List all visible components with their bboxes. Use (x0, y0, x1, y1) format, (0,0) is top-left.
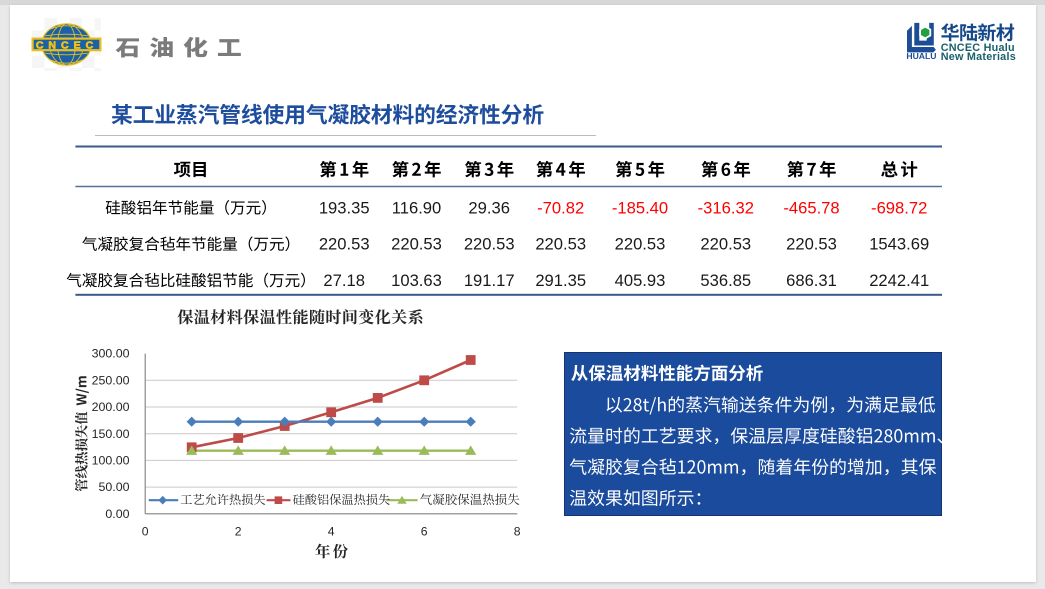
svg-text:291.35: 291.35 (535, 271, 586, 290)
svg-text:220.53: 220.53 (786, 235, 837, 254)
svg-text:0: 0 (142, 525, 149, 539)
svg-text:300.00: 300.00 (92, 347, 130, 361)
svg-text:-185.40: -185.40 (612, 198, 668, 217)
svg-text:CNCEC Hualu: CNCEC Hualu (941, 42, 1015, 54)
svg-text:200.00: 200.00 (92, 400, 130, 414)
svg-text:536.85: 536.85 (700, 271, 751, 290)
svg-text:250.00: 250.00 (92, 373, 130, 387)
svg-text:HUALU: HUALU (906, 51, 936, 61)
svg-text:405.93: 405.93 (615, 271, 666, 290)
svg-text:2242.41: 2242.41 (869, 271, 929, 290)
svg-text:191.17: 191.17 (464, 271, 515, 290)
svg-text:100.00: 100.00 (92, 454, 130, 468)
svg-text:-465.78: -465.78 (783, 198, 839, 217)
svg-text:220.53: 220.53 (464, 235, 515, 254)
svg-text:116.90: 116.90 (392, 198, 442, 217)
svg-text:220.53: 220.53 (535, 235, 586, 254)
svg-text:1543.69: 1543.69 (869, 235, 929, 254)
svg-text:CNCEC: CNCEC (36, 39, 98, 51)
svg-text:-698.72: -698.72 (871, 198, 927, 217)
svg-text:-316.32: -316.32 (698, 198, 754, 217)
svg-text:686.31: 686.31 (786, 271, 837, 290)
svg-text:150.00: 150.00 (92, 427, 130, 441)
svg-text:220.53: 220.53 (615, 235, 666, 254)
svg-text:27.18: 27.18 (323, 271, 365, 290)
svg-text:6: 6 (421, 525, 428, 539)
svg-text:29.36: 29.36 (468, 198, 510, 217)
svg-text:2: 2 (235, 525, 242, 539)
svg-text:8: 8 (514, 525, 521, 539)
svg-text:4: 4 (328, 525, 335, 539)
svg-text:103.63: 103.63 (391, 271, 442, 290)
svg-text:0.00: 0.00 (105, 507, 129, 521)
svg-text:193.35: 193.35 (319, 198, 370, 217)
svg-text:50.00: 50.00 (98, 480, 129, 494)
svg-text:220.53: 220.53 (319, 235, 370, 254)
svg-text:New Materials: New Materials (941, 51, 1016, 63)
svg-text:220.53: 220.53 (391, 235, 442, 254)
svg-text:220.53: 220.53 (700, 235, 751, 254)
svg-text:-70.82: -70.82 (537, 198, 584, 217)
